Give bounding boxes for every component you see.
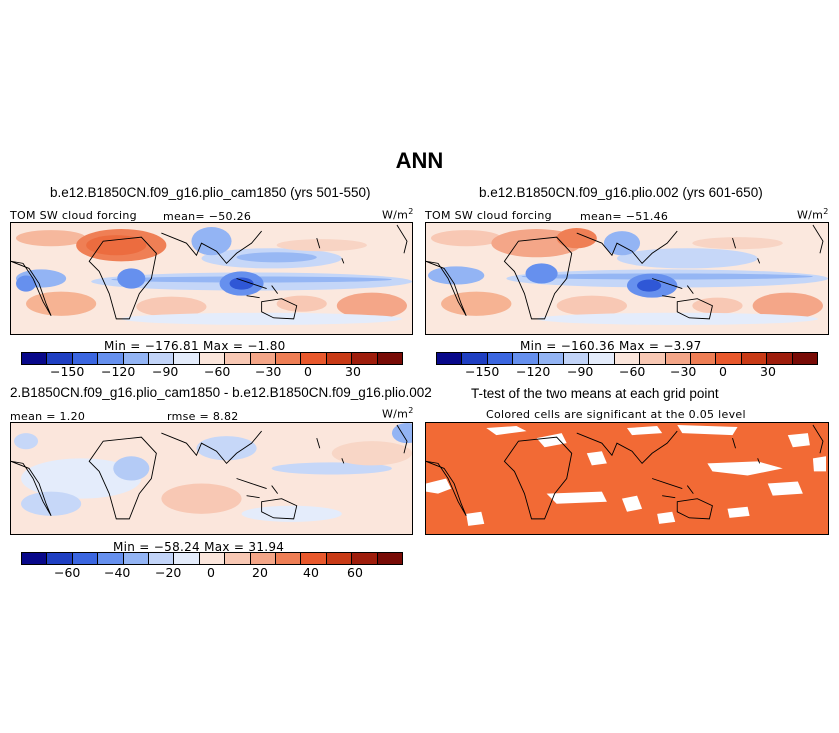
panel3-rmse: rmse = 8.82 [167,410,239,423]
panel2-variable: TOM SW cloud forcing [425,209,552,222]
panel3-units: W/m2 [382,406,414,421]
panel1-map [10,222,413,335]
panel2-minmax: Min = −160.36 Max = −3.97 [520,339,702,353]
panel2-tick: 0 [719,364,727,379]
panel2-colorbar [436,352,818,365]
panel1-tick: −30 [255,364,282,379]
panel1-tick: 0 [304,364,312,379]
panel4-map [425,422,829,535]
panel2-tick: 30 [760,364,776,379]
panel1-tick: −60 [204,364,231,379]
figure-title: ANN [395,148,444,173]
panel3-tick: 40 [303,565,319,580]
panel1-tick: −150 [50,364,85,379]
panel1-minmax: Min = −176.81 Max = −1.80 [104,339,286,353]
panel3-mean: mean = 1.20 [10,410,86,423]
panel2-tick: −150 [465,364,500,379]
panel4-subtitle: Colored cells are significant at the 0.0… [486,408,746,421]
panel2-map [425,222,829,335]
panel2-mean: mean= −51.46 [580,210,669,223]
panel2-tick: −60 [619,364,646,379]
panel1-tick: 30 [345,364,361,379]
panel3-colorbar [21,552,403,565]
panel3-tick: 60 [347,565,363,580]
panel3-tick: −40 [104,565,131,580]
panel1-variable: TOM SW cloud forcing [10,209,137,222]
panel3-tick: 20 [252,565,268,580]
panel2-tick: −90 [567,364,594,379]
panel3-tick: 0 [207,565,215,580]
panel3-title: 2.B1850CN.f09_g16.plio_cam1850 - b.e12.B… [10,385,432,400]
panel3-tick: −60 [54,565,81,580]
panel2-title: b.e12.B1850CN.f09_g16.plio.002 (yrs 601-… [479,185,763,200]
panel2-tick: −30 [670,364,697,379]
panel1-tick: −90 [152,364,179,379]
panel1-title: b.e12.B1850CN.f09_g16.plio_cam1850 (yrs … [50,185,371,200]
panel2-tick: −120 [516,364,551,379]
panel1-tick: −120 [101,364,136,379]
panel4-title: T-test of the two means at each grid poi… [471,386,719,401]
panel3-minmax: Min = −58.24 Max = 31.94 [113,540,285,554]
panel3-tick: −20 [155,565,182,580]
panel1-colorbar [21,352,403,365]
panel1-units: W/m2 [382,207,414,222]
panel2-units: W/m2 [797,207,829,222]
panel3-map [10,422,413,535]
panel1-mean: mean= −50.26 [163,210,252,223]
